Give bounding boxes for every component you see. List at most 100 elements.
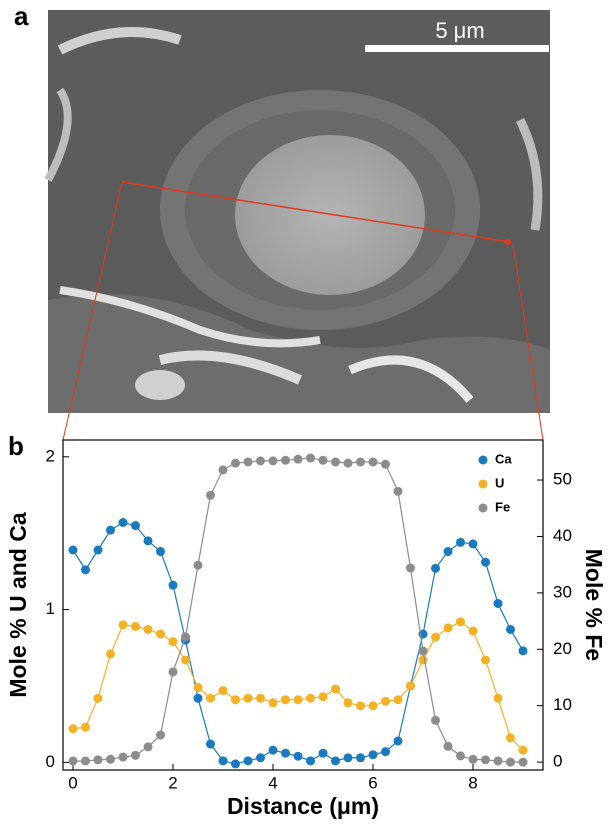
data-point <box>131 521 140 531</box>
data-point <box>318 455 328 465</box>
data-point <box>93 755 103 765</box>
data-point <box>243 756 253 766</box>
x-tick-label: 8 <box>468 773 477 792</box>
data-point <box>81 756 90 766</box>
y-axis-label: Mole % U and Ca <box>5 512 31 698</box>
data-point <box>406 681 415 691</box>
data-point <box>193 693 203 703</box>
data-point <box>493 756 503 766</box>
data-point <box>381 747 390 757</box>
data-point <box>306 453 315 463</box>
data-point <box>493 693 503 703</box>
data-point <box>381 459 390 469</box>
y-tick-label: 1 <box>46 599 55 618</box>
data-point <box>331 684 340 694</box>
legend-label: Ca <box>495 451 512 466</box>
data-point <box>156 547 165 557</box>
data-point <box>206 490 215 500</box>
y2-tick-label: 20 <box>553 639 572 658</box>
data-point <box>456 751 465 761</box>
data-point <box>68 724 78 734</box>
data-point <box>443 547 453 557</box>
data-point <box>293 695 303 705</box>
plot-frame <box>62 439 544 771</box>
data-point <box>368 701 378 711</box>
data-point <box>418 655 428 665</box>
legend-label: U <box>495 475 504 490</box>
data-point <box>506 733 515 743</box>
data-point <box>168 637 178 647</box>
data-point <box>106 754 115 764</box>
data-point <box>143 536 153 546</box>
data-point <box>168 580 178 590</box>
data-point <box>356 457 365 467</box>
data-point <box>431 632 440 642</box>
data-point <box>131 621 140 631</box>
data-point <box>68 545 78 555</box>
data-point <box>456 617 465 627</box>
series-line <box>72 521 524 765</box>
data-point <box>168 667 178 677</box>
y-tick-label: 2 <box>46 446 55 465</box>
data-point <box>206 739 215 749</box>
y2-tick-label: 50 <box>553 470 572 489</box>
data-point <box>468 539 478 549</box>
data-point <box>193 560 203 570</box>
data-point <box>106 649 115 659</box>
data-point <box>218 686 228 696</box>
data-point <box>206 693 215 703</box>
series-line <box>72 621 524 751</box>
data-point <box>93 693 103 703</box>
data-point <box>506 624 515 634</box>
data-point <box>218 465 228 475</box>
data-point <box>393 486 403 496</box>
data-point <box>518 646 528 656</box>
data-point <box>118 620 128 630</box>
data-point <box>256 693 265 703</box>
data-point <box>431 563 440 573</box>
data-point <box>68 756 78 766</box>
data-point <box>381 696 390 706</box>
data-point <box>506 757 515 767</box>
data-point <box>468 626 478 636</box>
data-point <box>81 722 90 732</box>
data-point <box>481 755 490 765</box>
data-point <box>231 458 240 468</box>
data-point <box>156 730 165 740</box>
data-point <box>281 455 290 465</box>
data-point <box>118 752 128 762</box>
data-point <box>318 748 328 758</box>
scale-bar-label: 5 μm <box>435 18 484 43</box>
panel-label: b <box>8 431 24 461</box>
data-point <box>268 698 278 708</box>
legend-marker <box>478 503 488 513</box>
data-point <box>181 632 190 642</box>
data-point <box>356 753 365 763</box>
data-point <box>493 598 503 608</box>
data-point <box>468 754 478 764</box>
data-point <box>518 757 528 767</box>
data-point <box>143 624 153 634</box>
legend-label: Fe <box>495 499 510 514</box>
x-tick-label: 0 <box>68 773 77 792</box>
data-point <box>243 693 253 703</box>
data-point <box>393 695 403 705</box>
data-point <box>281 695 290 705</box>
y2-tick-label: 30 <box>553 582 572 601</box>
data-point <box>181 655 190 665</box>
y2-tick-label: 40 <box>553 526 572 545</box>
data-point <box>368 457 378 467</box>
data-point <box>106 525 115 535</box>
data-point <box>293 751 303 761</box>
data-point <box>431 715 440 725</box>
data-point <box>281 748 290 758</box>
data-point <box>143 742 153 752</box>
panel-label: a <box>14 1 29 31</box>
data-point <box>231 759 240 769</box>
data-point <box>331 457 340 467</box>
data-point <box>443 741 453 751</box>
legend-marker <box>478 479 488 489</box>
data-point <box>343 698 353 708</box>
